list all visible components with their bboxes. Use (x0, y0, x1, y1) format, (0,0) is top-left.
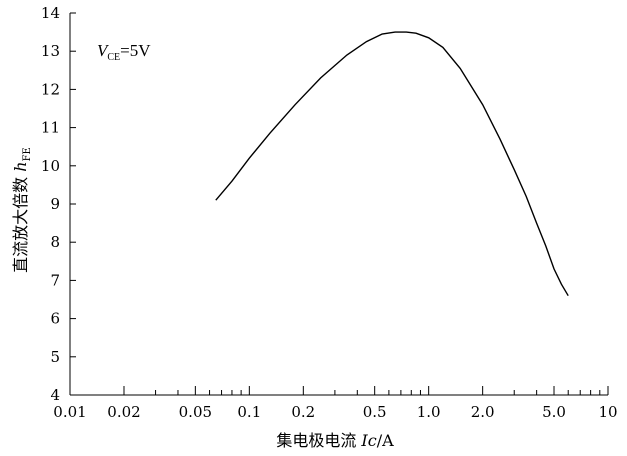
x-tick-label: 0.2 (291, 403, 315, 421)
y-tick-label: 5 (50, 348, 60, 366)
y-axis-title-text: 直流放大倍数 (11, 172, 30, 273)
x-tick-label: 2.0 (471, 403, 495, 421)
axes (69, 13, 608, 396)
x-ticks (69, 386, 609, 395)
y-tick-label: 10 (41, 157, 60, 175)
x-tick-label: 0.01 (53, 403, 86, 421)
x-tick-label: 10 (598, 403, 617, 421)
x-tick-label: 0.02 (107, 403, 140, 421)
annotation-symbol: V (97, 41, 110, 60)
y-axis-title-subscript: FE (22, 147, 33, 161)
y-axis-title-symbol: h (11, 161, 30, 171)
y-tick-labels: 4 5 6 7 8 9 10 11 12 13 14 (41, 4, 60, 404)
y-ticks (70, 12, 76, 396)
x-axis-title-text: 集电极电流 (276, 431, 361, 450)
vce-annotation: VCE=5V (97, 41, 151, 63)
y-tick-label: 9 (50, 195, 60, 213)
annotation-subscript: CE (107, 52, 120, 63)
y-tick-label: 7 (50, 271, 60, 289)
y-tick-label: 4 (50, 386, 60, 404)
x-tick-label: 5.0 (542, 403, 566, 421)
y-tick-label: 13 (41, 42, 60, 60)
x-tick-label: 0.5 (363, 403, 387, 421)
y-tick-label: 11 (41, 119, 60, 137)
x-axis-title-symbol: I (360, 431, 368, 450)
series-line (215, 31, 569, 297)
y-tick-label: 8 (50, 233, 60, 251)
x-axis-title-subscript: c (368, 431, 377, 450)
x-axis-title-unit: /A (377, 431, 394, 450)
x-tick-label: 0.1 (237, 403, 261, 421)
y-axis-title: 直流放大倍数 hFE (11, 147, 33, 273)
x-axis-title: 集电极电流 Ic/A (276, 431, 394, 450)
x-tick-labels: 0.01 0.02 0.05 0.1 0.2 0.5 1.0 2.0 5.0 10 (53, 403, 617, 421)
y-tick-label: 12 (41, 80, 60, 98)
y-tick-label: 14 (41, 4, 60, 22)
y-tick-label: 6 (50, 310, 60, 328)
x-tick-label: 0.05 (179, 403, 212, 421)
x-tick-label: 1.0 (417, 403, 441, 421)
annotation-value: =5V (120, 41, 151, 60)
